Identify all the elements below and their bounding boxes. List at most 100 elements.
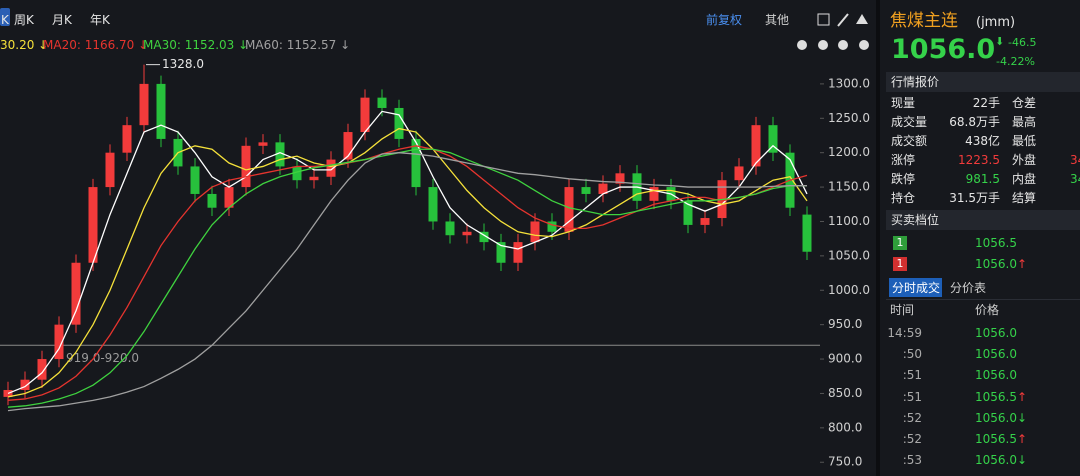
trade-arrow: ↓: [1017, 453, 1028, 468]
quote-label: 仓差: [1012, 96, 1037, 110]
quote-label: 现量: [891, 96, 916, 110]
toolbar-icons: [797, 13, 869, 50]
candle-body: [190, 166, 200, 194]
candle-body: [683, 200, 693, 225]
quote-value: 31.5万手: [949, 191, 1000, 205]
candle-body: [326, 159, 336, 177]
level-arrow: ↑: [1017, 257, 1028, 271]
candle-body: [394, 107, 404, 139]
quote-label: 跌停: [891, 172, 916, 186]
trade-price: 1056.5: [975, 432, 1017, 446]
y-tick-label: 1200.0: [828, 145, 870, 159]
y-tick-label: 1300.0: [828, 76, 870, 90]
trade-price: 1056.0: [975, 368, 1017, 383]
trade-time: :52: [902, 410, 922, 425]
candle-body: [496, 242, 506, 263]
ma-line: [7, 145, 808, 401]
y-tick-label: 950.0: [828, 317, 862, 331]
section-title: 买卖档位: [891, 213, 940, 227]
y-tick-label: 1000.0: [828, 283, 870, 297]
trade-time: :51: [902, 368, 922, 383]
price-change-pct: -4.22%: [996, 55, 1035, 68]
quote-label: 最高: [1012, 115, 1037, 129]
down-icon: ⬇: [995, 35, 1005, 48]
quote-label: 成交额: [891, 134, 928, 148]
zoom-in-icon[interactable]: [818, 40, 828, 50]
candle-body: [343, 132, 353, 160]
candle-body: [20, 379, 30, 391]
close-icon[interactable]: [859, 40, 869, 50]
candle-body: [105, 152, 115, 188]
ma-legend: MA60: 1152.57 ↓: [245, 38, 351, 52]
chart-background: [0, 0, 880, 476]
trade-arrow: ↑: [1017, 389, 1028, 404]
price-change: -46.5: [1008, 36, 1037, 49]
quote-label: 最低: [1012, 134, 1037, 148]
active-period-box[interactable]: [0, 8, 10, 26]
draw-icon[interactable]: [837, 13, 849, 27]
settings-icon[interactable]: [838, 40, 848, 50]
separator: [886, 299, 1080, 300]
peak-label: 1328.0: [162, 57, 204, 71]
trade-price: 1056.5: [975, 389, 1017, 404]
section-title: 行情报价: [891, 75, 940, 89]
candle-body: [88, 187, 98, 263]
adjust-menu[interactable]: 前复权: [706, 13, 743, 27]
candle-body: [547, 221, 557, 232]
trade-price: 1056.0: [975, 326, 1017, 340]
trade-time: :50: [902, 347, 922, 362]
candle-body: [54, 324, 64, 360]
y-tick-label: 750.0: [828, 455, 862, 469]
last-price: 1056.0: [891, 34, 996, 65]
trades-tab[interactable]: 分时成交: [892, 281, 941, 295]
kline-chart: 919.0-920.0 750.0 800.0 850.0 900.0 950.0 1000…: [0, 0, 880, 476]
candle-body: [207, 193, 217, 208]
y-tick-label: 1100.0: [828, 214, 870, 228]
candle-body: [564, 187, 574, 232]
zoom-out-icon[interactable]: [797, 40, 807, 50]
trade-time: 14:59: [887, 326, 922, 340]
candle-body: [258, 142, 268, 146]
candle-body: [37, 359, 47, 380]
candle-body: [581, 187, 591, 194]
instrument-name: 焦煤主连: [890, 11, 958, 31]
candle-body: [156, 83, 166, 139]
ma-line: [7, 148, 807, 408]
instrument-code: (jmm): [976, 15, 1016, 30]
candle-body: [139, 83, 149, 126]
quote-label: 外盘: [1012, 153, 1037, 167]
level-box: 1: [893, 236, 907, 250]
candle-body: [428, 187, 438, 222]
candle-body: [445, 221, 455, 236]
period-tab[interactable]: 周K: [14, 13, 34, 27]
candle-body: [751, 125, 761, 167]
period-tab[interactable]: K: [1, 13, 9, 27]
y-tick-label: 900.0: [828, 352, 862, 366]
period-tab[interactable]: 月K: [52, 13, 72, 27]
grid-icon[interactable]: [817, 13, 830, 26]
trades-tab[interactable]: 分价表: [950, 281, 987, 295]
candle-body: [122, 125, 132, 153]
other-menu[interactable]: 其他: [765, 13, 790, 27]
candle-body: [411, 138, 421, 188]
candle-body: [513, 242, 523, 263]
candle-body: [309, 176, 319, 181]
y-tick-label: 850.0: [828, 386, 862, 400]
period-tab[interactable]: 年K: [90, 13, 110, 27]
quote-value: 22手: [972, 96, 1000, 110]
trade-arrow: ↑: [1017, 432, 1028, 446]
quote-label: 成交量: [891, 115, 928, 129]
price-line-label: 919.0-920.0: [66, 351, 139, 365]
y-tick-label: 1250.0: [828, 111, 870, 125]
candle-body: [71, 262, 81, 325]
ma-legend: MA20: 1166.70 ↓: [43, 38, 149, 52]
level-price: 1056.0: [975, 257, 1017, 271]
flag-icon[interactable]: [856, 14, 868, 24]
candle-body: [292, 166, 302, 181]
quote-value: 34: [1070, 153, 1080, 167]
trade-price: 1056.0: [975, 347, 1017, 362]
active-tab[interactable]: [889, 278, 942, 297]
level-box: 1: [893, 257, 907, 271]
ma-legend: 30.20 ↓: [0, 38, 49, 52]
candle-body: [462, 231, 472, 236]
